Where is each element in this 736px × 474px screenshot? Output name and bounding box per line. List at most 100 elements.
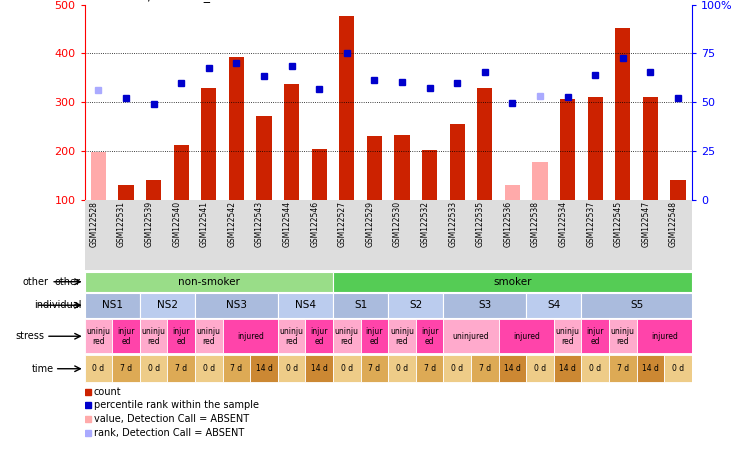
Text: GSM122534: GSM122534 xyxy=(559,201,567,247)
Text: 0 d: 0 d xyxy=(203,364,215,373)
Bar xyxy=(277,319,305,353)
Bar xyxy=(195,293,277,318)
Text: GSM122532: GSM122532 xyxy=(421,201,430,247)
Bar xyxy=(222,319,277,353)
Text: GSM122528: GSM122528 xyxy=(90,201,99,247)
Text: uninju
red: uninju red xyxy=(197,327,221,346)
Text: 7 d: 7 d xyxy=(230,364,242,373)
Text: time: time xyxy=(32,364,54,374)
Bar xyxy=(305,319,333,353)
Bar xyxy=(146,180,161,200)
Text: injur
ed: injur ed xyxy=(311,327,328,346)
Text: GSM122535: GSM122535 xyxy=(476,201,485,247)
Bar xyxy=(85,319,112,353)
Bar xyxy=(389,319,416,353)
Bar xyxy=(637,319,692,353)
Text: 14 d: 14 d xyxy=(642,364,659,373)
Bar xyxy=(85,356,112,382)
Text: S5: S5 xyxy=(630,300,643,310)
Text: 14 d: 14 d xyxy=(255,364,272,373)
Text: uninju
red: uninju red xyxy=(86,327,110,346)
Text: NS4: NS4 xyxy=(295,300,316,310)
Bar xyxy=(112,356,140,382)
Text: NS2: NS2 xyxy=(157,300,178,310)
Text: GSM122542: GSM122542 xyxy=(227,201,236,247)
Text: 0 d: 0 d xyxy=(93,364,105,373)
Bar xyxy=(471,356,499,382)
Text: NS1: NS1 xyxy=(102,300,123,310)
Bar xyxy=(195,319,222,353)
Bar xyxy=(305,356,333,382)
Text: GSM122530: GSM122530 xyxy=(393,201,402,247)
Bar xyxy=(250,356,278,382)
Text: injur
ed: injur ed xyxy=(117,327,135,346)
Text: uninjured: uninjured xyxy=(453,332,489,341)
Text: rank, Detection Call = ABSENT: rank, Detection Call = ABSENT xyxy=(94,428,244,438)
Bar xyxy=(333,293,389,318)
Bar xyxy=(361,319,389,353)
Bar xyxy=(532,162,548,200)
Bar xyxy=(339,16,355,200)
Bar xyxy=(389,356,416,382)
Text: S1: S1 xyxy=(354,300,367,310)
Text: uninju
red: uninju red xyxy=(335,327,359,346)
Bar xyxy=(256,117,272,200)
Text: GSM122539: GSM122539 xyxy=(145,201,154,247)
Bar xyxy=(112,319,140,353)
Text: injured: injured xyxy=(651,332,678,341)
Bar xyxy=(526,293,581,318)
Bar xyxy=(140,293,195,318)
Bar xyxy=(587,97,603,200)
Bar xyxy=(394,136,410,200)
Bar xyxy=(526,356,554,382)
Text: uninju
red: uninju red xyxy=(141,327,166,346)
Bar xyxy=(333,319,361,353)
Bar xyxy=(422,149,437,200)
Text: S4: S4 xyxy=(547,300,561,310)
Text: GSM122538: GSM122538 xyxy=(531,201,540,247)
Bar xyxy=(615,28,631,200)
Text: GDS2495 / 227127_at: GDS2495 / 227127_at xyxy=(85,0,222,2)
Text: other: other xyxy=(55,277,81,287)
Text: 0 d: 0 d xyxy=(148,364,160,373)
Text: injured: injured xyxy=(237,332,263,341)
Bar xyxy=(118,185,134,200)
Text: 14 d: 14 d xyxy=(559,364,576,373)
Bar xyxy=(367,137,382,200)
Bar xyxy=(277,356,305,382)
Bar xyxy=(201,88,216,200)
Text: 0 d: 0 d xyxy=(672,364,684,373)
Text: 7 d: 7 d xyxy=(175,364,187,373)
Text: GSM122536: GSM122536 xyxy=(503,201,512,247)
Bar xyxy=(443,293,526,318)
Text: 7 d: 7 d xyxy=(424,364,436,373)
Bar xyxy=(581,319,609,353)
Bar xyxy=(167,356,195,382)
Bar xyxy=(498,319,553,353)
Text: S2: S2 xyxy=(409,300,422,310)
Bar xyxy=(505,185,520,200)
Text: 14 d: 14 d xyxy=(311,364,328,373)
Text: injur
ed: injur ed xyxy=(172,327,190,346)
Text: 0 d: 0 d xyxy=(534,364,546,373)
Bar xyxy=(581,293,692,318)
Bar xyxy=(609,356,637,382)
Text: other: other xyxy=(23,277,49,287)
Bar xyxy=(643,97,658,200)
Text: count: count xyxy=(94,387,121,397)
Text: injured: injured xyxy=(513,332,539,341)
Bar xyxy=(560,99,576,200)
Bar xyxy=(361,356,389,382)
Text: uninju
red: uninju red xyxy=(611,327,635,346)
Text: percentile rank within the sample: percentile rank within the sample xyxy=(94,401,259,410)
Text: GSM122547: GSM122547 xyxy=(642,201,651,247)
Text: GSM122531: GSM122531 xyxy=(117,201,126,247)
Bar xyxy=(477,88,492,200)
Text: 7 d: 7 d xyxy=(479,364,491,373)
Text: injur
ed: injur ed xyxy=(366,327,383,346)
Text: injur
ed: injur ed xyxy=(587,327,604,346)
Text: stress: stress xyxy=(15,331,44,341)
Text: GSM122527: GSM122527 xyxy=(338,201,347,247)
Text: GSM122540: GSM122540 xyxy=(172,201,181,247)
Bar xyxy=(140,319,167,353)
